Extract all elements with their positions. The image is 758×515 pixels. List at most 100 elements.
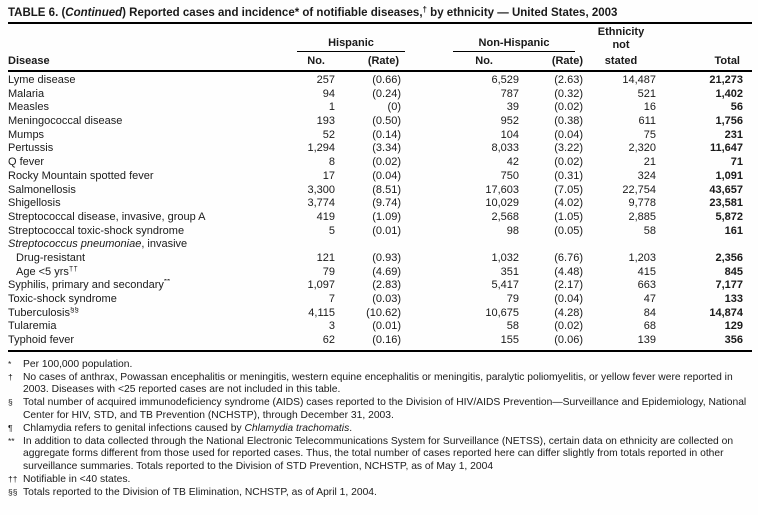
h-rate-cell: (0.24) — [372, 87, 401, 100]
disease-name-cell: Rocky Mountain spotted fever — [8, 170, 293, 184]
nh-rate-cell: (0.02) — [554, 156, 583, 169]
disease-name-cell: Mumps — [8, 129, 293, 143]
nh-rate-cell: (0.06) — [554, 334, 583, 347]
nh-no-cell — [407, 238, 519, 252]
h-rate-cell: (0.03) — [372, 293, 401, 305]
total-cell: 56 — [730, 101, 743, 114]
hispanic-no-column-header: No. — [307, 55, 325, 67]
h-no-cell: 52 — [322, 128, 335, 141]
disease-name-cell: Salmonellosis — [8, 184, 293, 198]
footnote-symbol: ** — [8, 435, 15, 446]
nh-rate-cell: (0.05) — [554, 224, 583, 237]
footnote-text: Notifiable in <40 states. — [23, 473, 131, 485]
h-rate-cell: (0.93) — [372, 251, 401, 264]
nh-rate-cell: (7.05) — [554, 183, 583, 196]
ethnicity-not-stated-header: stated — [604, 55, 638, 67]
non-hispanic-group-header: Non-Hispanic — [453, 37, 575, 52]
total-cell: 71 — [730, 156, 743, 169]
nh-no-cell: 17,603 — [485, 183, 519, 196]
h-no-cell: 7 — [328, 293, 335, 305]
eth-cell: 415 — [637, 265, 656, 278]
disease-name: Typhoid fever — [8, 334, 75, 347]
nh-no-cell: 952 — [500, 115, 519, 128]
nh-rate-cell: (0.04) — [554, 293, 583, 305]
disease-name: Meningococcal disease — [8, 115, 123, 128]
footnote-symbol: § — [8, 397, 13, 408]
nh-rate-cell: (6.76) — [554, 251, 583, 264]
h-rate-cell: (0.01) — [372, 320, 401, 333]
h-no-cell: 17 — [322, 169, 335, 182]
h-rate-cell: (1.09) — [372, 210, 401, 223]
h-no-cell: 4,115 — [308, 306, 335, 319]
title-text: TABLE 6. ( — [8, 7, 66, 19]
total-cell: 1,402 — [715, 87, 743, 100]
title-continued: Continued — [65, 7, 123, 19]
footnote: ** In addition to data collected through … — [8, 436, 752, 474]
disease-name: Rocky Mountain spotted fever — [8, 169, 154, 182]
h-rate-cell: (0.16) — [372, 334, 401, 347]
total-cell: 5,872 — [715, 210, 743, 223]
total-cell: 2,356 — [715, 251, 743, 264]
total-cell — [659, 238, 746, 252]
nh-no-cell: 5,417 — [491, 279, 519, 292]
footnote: † No cases of anthrax, Powassan encephali… — [8, 372, 752, 398]
h-no-cell: 1,294 — [307, 142, 335, 155]
table-row: Streptococcal toxic-shock syndrome 5 (0.01… — [8, 225, 752, 239]
table-header: Ethnicity Hispanic Non-Hispanic not Dise… — [8, 24, 752, 72]
total-cell: 43,657 — [709, 183, 743, 196]
nh-rate-cell: (0.31) — [554, 169, 583, 182]
h-no-cell: 62 — [322, 334, 335, 347]
footnote-text: No cases of anthrax, Powassan encephalit… — [23, 371, 733, 396]
h-no-cell: 3,300 — [307, 183, 335, 196]
footnote-marker: ** — [163, 279, 171, 287]
eth-cell: 47 — [643, 293, 656, 305]
disease-name-cell: Tuberculosis§§ — [8, 307, 293, 321]
table-row: Drug-resistant 121 (0.93) 1,032 (6.76) 1,203 2… — [8, 252, 752, 266]
footnote: ¶ Chlamydia refers to genital infections … — [8, 423, 752, 436]
eth-cell: 21 — [643, 156, 656, 169]
disease-name: Mumps — [8, 128, 45, 141]
footnote-symbol: †† — [8, 473, 18, 484]
h-rate-cell: (0.66) — [372, 74, 401, 86]
h-rate-cell: (2.83) — [372, 279, 401, 292]
disease-name: Lyme disease — [8, 74, 76, 86]
h-no-cell: 5 — [328, 224, 335, 237]
disease-name: Streptococcal toxic-shock syndrome — [8, 224, 185, 237]
nh-no-cell: 10,029 — [485, 197, 519, 210]
eth-cell — [589, 238, 659, 252]
table-row: Measles 1 (0) 39 (0.02) 16 56 — [8, 101, 752, 115]
total-cell: 161 — [724, 224, 743, 237]
disease-name-cell: Meningococcal disease — [8, 115, 293, 129]
table-row: Malaria 94 (0.24) 787 (0.32) 521 1,402 — [8, 88, 752, 102]
h-rate-cell — [335, 238, 407, 252]
disease-name-cell: Shigellosis — [8, 197, 293, 211]
table-row: Lyme disease 257 (0.66) 6,529 (2.63) 14,487 21… — [8, 74, 752, 88]
disease-name-cell: Pertussis — [8, 142, 293, 156]
eth-cell: 14,487 — [622, 74, 656, 86]
table-row: Tuberculosis§§ 4,115 (10.62) 10,675 (4.28) 84… — [8, 307, 752, 321]
disease-name-cell: Typhoid fever — [8, 334, 293, 348]
disease-name-cell: Syphilis, primary and secondary** — [8, 279, 293, 293]
table-row: Syphilis, primary and secondary** 1,097 (2… — [8, 279, 752, 293]
h-rate-cell: (0.04) — [372, 169, 401, 182]
nh-rate-cell: (0.04) — [554, 128, 583, 141]
eth-cell: 324 — [637, 169, 656, 182]
disease-name: Syphilis, primary and secondary — [8, 279, 164, 292]
disease-name-cell: Q fever — [8, 156, 293, 170]
table-row: Typhoid fever 62 (0.16) 155 (0.06) 139 356 — [8, 334, 752, 348]
disease-name-cell: Malaria — [8, 88, 293, 102]
eth-cell: 68 — [643, 320, 656, 333]
table-row: Streptococcal disease, invasive, group A… — [8, 211, 752, 225]
nh-rate-cell: (4.02) — [554, 197, 583, 210]
h-no-cell — [293, 238, 335, 252]
nh-no-cell: 750 — [500, 169, 519, 182]
h-rate-cell: (4.69) — [372, 265, 401, 278]
total-cell: 231 — [724, 128, 743, 141]
h-rate-cell: (0) — [387, 101, 401, 114]
footnote-marker: §§ — [69, 306, 79, 314]
table-row: Age <5 yrs†† 79 (4.69) 351 (4.48) 415 845 — [8, 266, 752, 280]
h-no-cell: 193 — [316, 115, 335, 128]
eth-cell: 2,320 — [628, 142, 656, 155]
h-rate-cell: (9.74) — [372, 197, 401, 210]
h-rate-cell: (0.14) — [372, 128, 401, 141]
